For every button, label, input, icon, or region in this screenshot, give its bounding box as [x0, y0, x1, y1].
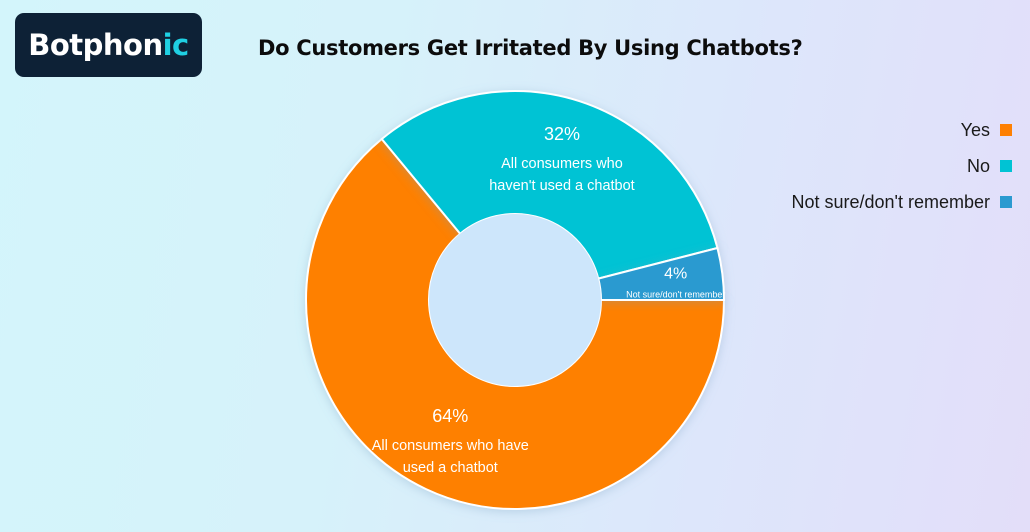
data-label-no-percent: 32% — [544, 124, 580, 144]
data-label-yes-desc-1: used a chatbot — [403, 460, 498, 476]
legend-label: Not sure/don't remember — [791, 191, 990, 212]
legend-label: Yes — [960, 119, 990, 140]
donut-hole — [429, 214, 601, 386]
data-label-yes-percent: 64% — [432, 406, 468, 426]
legend-label: No — [966, 155, 990, 176]
legend-swatch — [1000, 196, 1012, 208]
logo-text-main: Botphon — [28, 28, 163, 62]
logo-text: Botphonic — [28, 28, 189, 62]
chart-legend: Yes No Not sure/don't remember — [791, 112, 1012, 220]
legend-item-not-sure-don-t-remember: Not sure/don't remember — [791, 184, 1012, 220]
chart-title: Do Customers Get Irritated By Using Chat… — [258, 36, 803, 60]
legend-swatch — [1000, 160, 1012, 172]
data-label-no-desc-0: All consumers who — [501, 156, 623, 172]
logo-text-accent: ic — [162, 28, 190, 62]
brand-logo: Botphonic — [15, 13, 202, 77]
legend-item-no: No — [967, 148, 1012, 184]
data-label-not-sure-don-t-remember-desc-0: Not sure/don't remember — [626, 290, 725, 300]
data-label-not-sure-don-t-remember-percent: 4% — [664, 266, 687, 283]
legend-swatch — [1000, 124, 1012, 136]
legend-item-yes: Yes — [961, 112, 1012, 148]
data-label-yes-desc-0: All consumers who have — [372, 438, 529, 454]
data-label-no-desc-1: haven't used a chatbot — [489, 178, 634, 194]
